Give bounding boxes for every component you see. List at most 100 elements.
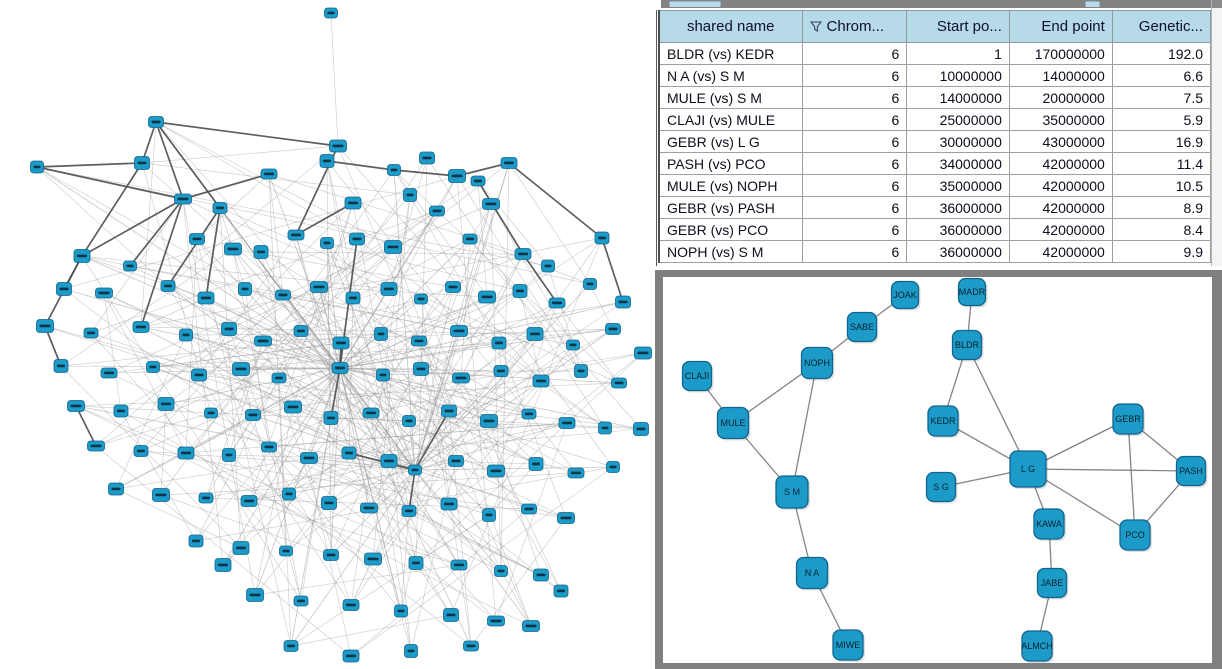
network-node-gebr[interactable]: GEBR xyxy=(1112,403,1145,436)
table-cell[interactable]: 6 xyxy=(801,152,908,175)
network-node-noph[interactable]: NOPH xyxy=(800,346,835,381)
table-row[interactable]: MULE (vs) S M 6 14000000 20000000 7.5 xyxy=(658,86,1212,109)
network-node[interactable] xyxy=(362,407,380,419)
network-node-joak[interactable]: JOAK xyxy=(890,280,921,311)
table-cell[interactable]: 14000000 xyxy=(906,86,1010,109)
network-node[interactable] xyxy=(611,377,627,389)
network-node[interactable] xyxy=(283,640,299,652)
network-node[interactable] xyxy=(232,541,250,555)
table-cell[interactable]: 170000000 xyxy=(1008,42,1113,65)
network-node[interactable] xyxy=(532,374,550,388)
panel-tab-fragment[interactable] xyxy=(1085,1,1100,7)
network-node[interactable] xyxy=(188,534,204,548)
table-row[interactable]: CLAJI (vs) MULE 6 25000000 35000000 5.9 xyxy=(658,108,1212,131)
network-node[interactable] xyxy=(408,556,424,570)
table-cell[interactable]: 42000000 xyxy=(1008,152,1113,175)
table-row[interactable]: NOPH (vs) S M 6 36000000 42000000 9.9 xyxy=(658,240,1212,263)
network-node[interactable] xyxy=(157,397,175,411)
network-node[interactable] xyxy=(413,362,429,376)
network-node[interactable] xyxy=(380,454,398,468)
network-node-jabe[interactable]: JABE xyxy=(1036,567,1069,600)
filter-funnel-icon[interactable] xyxy=(809,21,822,32)
network-node[interactable] xyxy=(345,291,361,305)
network-node[interactable] xyxy=(189,233,205,245)
table-cell[interactable]: 6 xyxy=(801,196,908,219)
full-network-view-canvas[interactable] xyxy=(0,0,655,669)
network-node[interactable] xyxy=(212,202,228,214)
network-node[interactable] xyxy=(598,421,612,435)
table-row[interactable]: GEBR (vs) PASH 6 36000000 42000000 8.9 xyxy=(658,196,1212,219)
network-node[interactable] xyxy=(67,400,85,412)
network-node[interactable] xyxy=(238,282,252,296)
network-node-miwe[interactable]: MIWE xyxy=(832,629,865,662)
network-node-n-a[interactable]: N A xyxy=(795,556,830,591)
table-cell[interactable]: 42000000 xyxy=(1008,174,1113,197)
table-cell[interactable]: 6.6 xyxy=(1111,64,1212,87)
table-cell[interactable]: 42000000 xyxy=(1008,196,1113,219)
network-node[interactable] xyxy=(522,620,540,632)
network-node[interactable] xyxy=(411,335,427,347)
network-edge[interactable] xyxy=(791,362,818,493)
table-cell[interactable]: 6 xyxy=(801,240,908,263)
network-node[interactable] xyxy=(344,196,362,210)
network-node[interactable] xyxy=(443,608,459,622)
table-cell[interactable]: 10.5 xyxy=(1111,174,1212,197)
network-node-mule[interactable]: MULE xyxy=(716,406,751,441)
table-row[interactable]: BLDR (vs) KEDR 6 1 170000000 192.0 xyxy=(658,42,1212,65)
network-node[interactable] xyxy=(179,328,193,342)
table-cell[interactable]: 20000000 xyxy=(1008,86,1113,109)
network-node[interactable] xyxy=(553,584,569,598)
network-node[interactable] xyxy=(293,595,309,607)
network-node[interactable] xyxy=(494,565,508,577)
network-node[interactable] xyxy=(341,446,357,460)
network-node[interactable] xyxy=(394,604,408,618)
network-node[interactable] xyxy=(493,365,509,377)
network-node[interactable] xyxy=(615,295,631,309)
network-node[interactable] xyxy=(293,325,309,337)
network-node[interactable] xyxy=(419,151,435,165)
network-node[interactable] xyxy=(260,168,278,180)
table-cell[interactable]: 6 xyxy=(801,218,908,241)
network-node[interactable] xyxy=(487,464,505,478)
network-node-kawa[interactable]: KAWA xyxy=(1033,508,1066,541)
network-node[interactable] xyxy=(134,156,150,170)
table-cell[interactable]: 6 xyxy=(801,86,908,109)
table-cell[interactable]: 42000000 xyxy=(1008,240,1113,263)
network-node[interactable] xyxy=(152,488,170,502)
network-node[interactable] xyxy=(261,441,277,453)
network-node[interactable] xyxy=(566,339,580,351)
network-node[interactable] xyxy=(491,336,507,350)
table-cell[interactable]: 14000000 xyxy=(1008,64,1113,87)
table-cell[interactable]: 36000000 xyxy=(906,196,1010,219)
table-cell[interactable]: 25000000 xyxy=(906,108,1010,131)
table-cell[interactable]: 35000000 xyxy=(1008,108,1113,131)
network-node[interactable] xyxy=(271,372,287,384)
network-node[interactable] xyxy=(634,346,652,360)
network-node-s-m[interactable]: S M xyxy=(775,475,810,510)
network-node[interactable] xyxy=(448,455,464,467)
network-node[interactable] xyxy=(342,599,360,611)
network-node[interactable] xyxy=(349,232,365,246)
network-node[interactable] xyxy=(100,367,118,379)
network-node[interactable] xyxy=(83,327,99,339)
network-node[interactable] xyxy=(452,372,470,384)
network-node-s-g[interactable]: S G xyxy=(925,471,958,504)
network-node[interactable] xyxy=(197,291,215,305)
table-cell[interactable]: GEBR (vs) PCO xyxy=(658,218,803,241)
network-node[interactable] xyxy=(480,414,498,428)
network-node[interactable] xyxy=(332,336,350,350)
network-node[interactable] xyxy=(329,139,347,153)
network-node[interactable] xyxy=(87,440,105,452)
network-node[interactable] xyxy=(440,497,458,511)
network-node[interactable] xyxy=(541,259,555,273)
network-node[interactable] xyxy=(528,457,544,471)
table-cell[interactable]: 36000000 xyxy=(906,218,1010,241)
table-cell[interactable]: 11.4 xyxy=(1111,152,1212,175)
network-node[interactable] xyxy=(123,260,137,272)
network-node-pash[interactable]: PASH xyxy=(1175,455,1208,488)
network-node[interactable] xyxy=(557,512,575,524)
network-node-pco[interactable]: PCO xyxy=(1119,519,1152,552)
network-node[interactable] xyxy=(567,467,585,479)
table-scrollbar[interactable] xyxy=(1211,0,1222,266)
table-cell[interactable]: 192.0 xyxy=(1111,42,1212,65)
